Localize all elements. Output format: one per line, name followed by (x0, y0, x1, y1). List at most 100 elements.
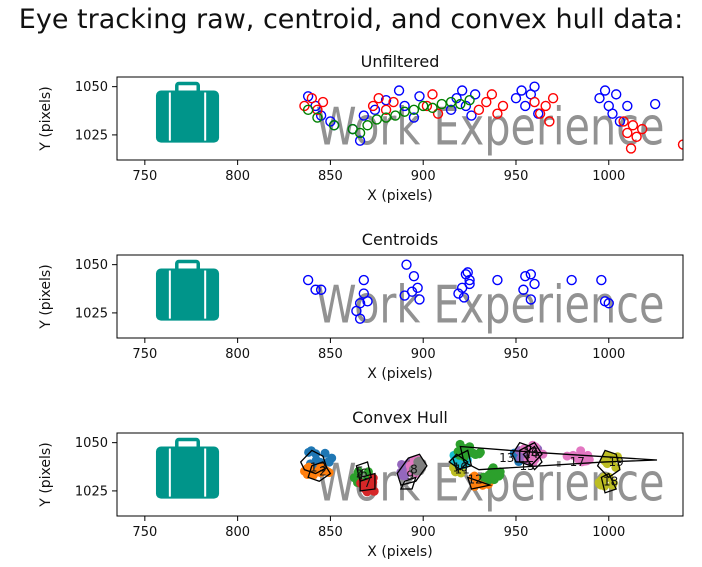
data-point (627, 120, 639, 131)
data-point (622, 127, 633, 139)
data-point (622, 100, 633, 112)
data-point (399, 100, 410, 112)
x-tick-label: 950 (504, 525, 529, 540)
cluster-label: 13 (499, 451, 514, 465)
convex-hull (519, 441, 543, 467)
cluster-label: 7 (364, 476, 372, 490)
data-point (413, 457, 423, 467)
x-tick-label: 800 (225, 169, 250, 184)
data-point (594, 93, 605, 104)
data-point (408, 271, 420, 282)
data-point (497, 100, 509, 112)
briefcase-handle (175, 81, 200, 95)
data-point (455, 98, 466, 110)
cluster-label: 5 (356, 465, 364, 479)
data-point (306, 93, 318, 104)
data-point (367, 100, 379, 112)
data-point (603, 298, 614, 309)
data-point (427, 102, 438, 114)
data-point (354, 135, 366, 146)
cluster-label: 11 (455, 463, 470, 477)
data-point (464, 94, 475, 106)
data-point (618, 116, 629, 127)
data-point (328, 120, 340, 131)
cluster-label: 15 (519, 459, 534, 473)
data-point (456, 468, 466, 478)
axes-frame (116, 76, 684, 161)
convex-hull (522, 445, 543, 471)
x-tick-label: 900 (411, 169, 436, 184)
x-tick-label: 750 (132, 169, 157, 184)
x-tick-label: 950 (504, 347, 529, 362)
chart-unfiltered: Work Experience Unfiltered 750 800 850 900 950… (38, 52, 684, 204)
cluster-label: 6 (360, 467, 368, 481)
y-axis-label: Y (pixels) (38, 264, 54, 329)
data-point (607, 108, 618, 119)
data-point (481, 96, 492, 108)
briefcase-body (155, 446, 220, 499)
chart-title: Convex Hull (352, 408, 448, 427)
data-point (540, 100, 551, 112)
y-tick-label: 1025 (75, 306, 108, 321)
data-point (614, 116, 626, 127)
data-point (390, 110, 401, 121)
x-tick-label: 900 (411, 525, 436, 540)
data-point (312, 112, 323, 123)
data-point (358, 274, 370, 286)
chart-centroids: Work Experience Centroids 750 800 850 900 950 1… (38, 230, 684, 382)
cluster (562, 446, 594, 467)
x-tick-label: 850 (318, 347, 343, 362)
data-point (458, 292, 470, 303)
data-point (520, 271, 531, 282)
data-point (494, 471, 504, 481)
data-point (464, 278, 475, 290)
series (299, 89, 683, 154)
page-title: Eye tracking raw, centroid, and convex h… (18, 4, 684, 35)
convex-hull (466, 476, 493, 490)
convex-hull (307, 461, 332, 482)
y-tick-label: 1050 (75, 258, 108, 273)
cluster-label: 8 (410, 463, 418, 477)
data-point (362, 296, 373, 307)
briefcase-body (155, 90, 220, 143)
axes-frame (116, 432, 684, 517)
background-text: Work Experience (316, 98, 665, 158)
data-point (380, 104, 392, 116)
chart-title: Centroids (362, 230, 438, 249)
convex-hull (596, 449, 621, 479)
cluster-label: 14 (523, 447, 538, 461)
data-point (596, 274, 607, 286)
convex-hull (600, 472, 618, 494)
cluster-label: 12 (468, 472, 483, 486)
x-axis-label: X (pixels) (367, 544, 432, 560)
x-tick-label: 750 (132, 347, 157, 362)
x-tick-label: 850 (318, 169, 343, 184)
data-point (599, 85, 611, 96)
x-tick-label: 1000 (592, 525, 625, 540)
briefcase-icon (155, 259, 220, 321)
y-tick-label: 1050 (75, 436, 108, 451)
x-tick-label: 750 (132, 525, 157, 540)
cluster-label: 1 (310, 461, 318, 475)
data-point (530, 454, 540, 464)
data-point (304, 447, 314, 457)
data-point (625, 143, 637, 154)
briefcase-icon (155, 81, 220, 143)
convex-hull (511, 441, 532, 463)
data-point (317, 96, 329, 108)
data-point (388, 96, 399, 108)
x-tick-label: 950 (504, 169, 529, 184)
briefcase-body (155, 268, 220, 321)
data-point (492, 274, 503, 286)
data-point (421, 100, 433, 112)
data-point (408, 104, 420, 116)
data-point (516, 85, 527, 96)
data-point (466, 110, 477, 121)
convex-hull (396, 453, 428, 486)
cluster-label: 18 (603, 474, 618, 488)
data-point (362, 120, 373, 131)
data-point (361, 484, 371, 494)
data-point (492, 108, 503, 119)
data-point (464, 274, 475, 286)
x-tick-label: 900 (411, 347, 436, 362)
